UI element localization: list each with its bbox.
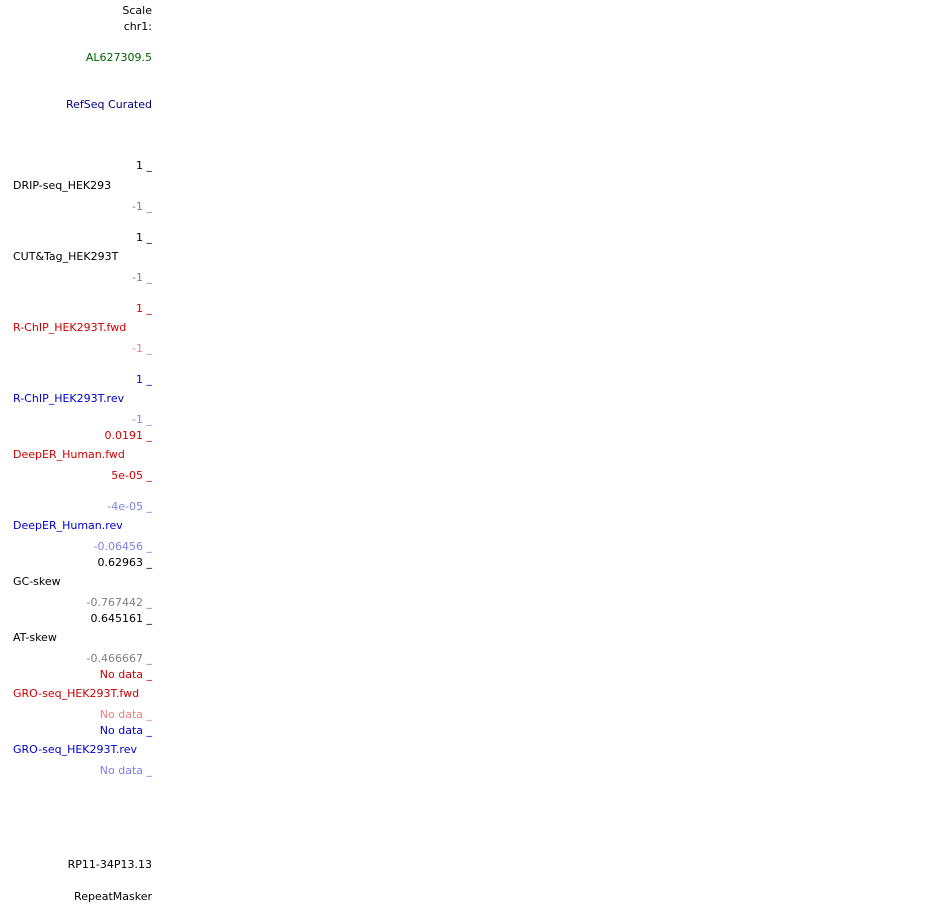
r-chip-fwd-track-label[interactable]: R-ChIP_HEK293T.fwd [13,321,127,334]
gc-skew-min-value: -0.767442 _ [86,596,152,609]
gro-seq-rev-max-value: No data _ [99,724,152,737]
gro-seq-fwd-min-value: No data _ [99,708,152,721]
drip-seq-track-label[interactable]: DRIP-seq_HEK293 [13,179,112,192]
refseq-track-label[interactable]: RefSeq Curated [66,98,152,111]
deeper-rev-max-value: -4e-05 _ [107,500,152,513]
cut-tag-min-value: -1 _ [132,271,152,284]
drip-seq-max-value: 1 _ [136,159,152,172]
gc-skew-track-label[interactable]: GC-skew [13,575,61,588]
drip-seq-min-value: -1 _ [132,200,152,213]
chromosome-label: chr1: [123,20,152,33]
at-skew-min-value: -0.466667 _ [86,652,152,665]
r-chip-rev-max-value: 1 _ [136,373,152,386]
scale-label: Scale [122,4,152,17]
gro-seq-fwd-max-value: No data _ [99,668,152,681]
gc-skew-max-value: 0.62963 _ [97,556,152,569]
repeatmasker-track-label[interactable]: RepeatMasker [74,890,152,903]
clone-label[interactable]: RP11-34P13.13 [67,858,152,871]
gro-seq-rev-track-label[interactable]: GRO-seq_HEK293T.rev [13,743,137,756]
r-chip-rev-track-label[interactable]: R-ChIP_HEK293T.rev [13,392,125,405]
deeper-rev-track-label[interactable]: DeepER_Human.rev [13,519,123,532]
gro-seq-rev-min-value: No data _ [99,764,152,777]
deeper-fwd-max-value: 0.0191 _ [104,429,153,442]
gene-label[interactable]: AL627309.5 [85,51,152,64]
r-chip-fwd-min-value: -1 _ [132,342,152,355]
track-data-area[interactable] [160,0,950,905]
deeper-fwd-min-value: 5e-05 _ [111,469,152,482]
at-skew-track-label[interactable]: AT-skew [13,631,57,644]
cut-tag-max-value: 1 _ [136,231,152,244]
cut-tag-track-label[interactable]: CUT&Tag_HEK293T [13,250,119,263]
at-skew-max-value: 0.645161 _ [90,612,152,625]
r-chip-fwd-max-value: 1 _ [136,302,152,315]
gro-seq-fwd-track-label[interactable]: GRO-seq_HEK293T.fwd [13,687,140,700]
r-chip-rev-min-value: -1 _ [132,413,152,426]
deeper-rev-min-value: -0.06456 _ [93,540,152,553]
deeper-fwd-track-label[interactable]: DeepER_Human.fwd [13,448,125,461]
